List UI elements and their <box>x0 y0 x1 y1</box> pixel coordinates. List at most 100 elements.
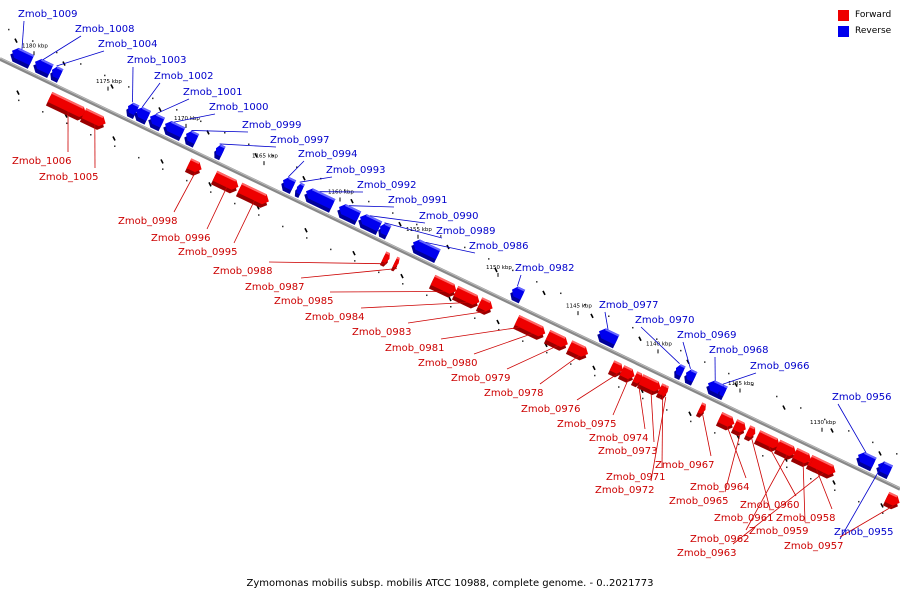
track-dot <box>114 145 116 147</box>
minor-tick <box>448 296 452 302</box>
gene-label: Zmob_0970 <box>635 315 695 326</box>
gene-arrow-body <box>775 439 797 457</box>
minor-tick <box>110 84 114 89</box>
track-dot <box>128 86 130 88</box>
minor-tick <box>16 90 20 96</box>
gene-arrow-body <box>237 182 269 205</box>
gene-label: Zmob_0988 <box>213 266 273 277</box>
gene-arrow-zmob-0987 <box>390 256 400 272</box>
track-dot <box>138 156 140 159</box>
gene-arrow-highlight <box>191 130 200 136</box>
minor-tick <box>638 336 642 342</box>
minor-tick <box>734 382 738 388</box>
gene-label: Zmob_0958 <box>776 513 836 524</box>
minor-tick <box>590 313 594 319</box>
minor-tick <box>158 107 162 112</box>
track-dot <box>632 326 634 329</box>
gene-arrow-zmob-0979 <box>543 329 568 351</box>
gene-leader-line <box>300 268 397 279</box>
gene-leader-line <box>329 291 445 293</box>
gene-arrow-highlight <box>457 285 478 297</box>
gene-arrow-zmob-0961 <box>743 425 756 442</box>
gene-label: Zmob_0969 <box>677 330 737 341</box>
gene-leader-line <box>219 143 277 148</box>
track-dot <box>536 281 538 283</box>
gene-arrow-body <box>430 274 457 294</box>
gene-arrow-body <box>661 385 669 397</box>
gene-arrow-body <box>545 329 568 348</box>
gene-label: Zmob_0980 <box>418 358 478 369</box>
gene-label: Zmob_0972 <box>595 485 655 496</box>
gene-label: Zmob_0965 <box>669 496 729 507</box>
minor-tick <box>398 221 402 227</box>
gene-arrow-zmob-0977 <box>597 328 620 349</box>
gene-arrow-zmob-0986 <box>411 239 441 263</box>
track-dot <box>234 202 236 205</box>
gene-label: Zmob_0997 <box>270 135 330 146</box>
minor-tick <box>400 273 404 279</box>
gene-label: Zmob_0964 <box>690 482 750 493</box>
gene-label: Zmob_1005 <box>39 172 99 183</box>
gene-arrow-highlight <box>813 455 834 467</box>
gene-arrow-highlight <box>434 274 455 286</box>
track-dot <box>186 179 188 182</box>
gene-label: Zmob_0974 <box>589 433 649 444</box>
track-dot <box>656 338 658 340</box>
minor-tick <box>782 405 786 410</box>
scale-tick-label: 1155 kbp <box>406 227 432 233</box>
gene-arrow-highlight <box>366 214 383 224</box>
gene-label: Zmob_0979 <box>451 373 511 384</box>
gene-label: Zmob_0985 <box>274 296 334 307</box>
gene-arrow-highlight <box>665 385 669 389</box>
scale-tick-label: 1135 kbp <box>728 381 754 387</box>
track-dot <box>368 200 370 203</box>
gene-label: Zmob_0995 <box>178 247 238 258</box>
gene-arrow-highlight <box>384 223 392 228</box>
gene-leader-line <box>768 446 797 497</box>
gene-label: Zmob_0976 <box>521 404 581 415</box>
track-dot <box>162 168 164 170</box>
gene-leader-line <box>191 130 249 133</box>
gene-arrow-highlight <box>796 447 810 456</box>
gene-arrow-highlight <box>623 365 633 371</box>
track-dot <box>882 512 884 514</box>
track-dot <box>200 120 202 123</box>
gene-arrow-body <box>81 108 106 127</box>
gene-leader-line <box>650 389 655 443</box>
gene-arrow-highlight <box>155 113 166 120</box>
gene-arrow-zmob-0982 <box>510 286 526 304</box>
track-dot <box>560 292 562 295</box>
gene-arrow-highlight <box>190 158 200 165</box>
genes-layer <box>10 47 900 510</box>
gene-leader-line <box>21 20 25 50</box>
gene-label: Zmob_0986 <box>469 241 529 252</box>
track-dot <box>666 409 668 411</box>
gene-leader-line <box>612 379 629 416</box>
gene-label: Zmob_0998 <box>118 216 178 227</box>
track-dot <box>66 122 68 125</box>
gene-leader-line <box>839 505 894 538</box>
track-dot <box>786 466 788 469</box>
gene-label: Zmob_0977 <box>599 300 659 311</box>
track-dot <box>152 97 154 100</box>
track-dot <box>584 304 586 306</box>
track-dot <box>546 351 548 354</box>
track-dot <box>416 223 418 226</box>
gene-arrow-zmob-0959 <box>790 447 812 468</box>
gene-arrow-zmob-0965 <box>730 419 746 437</box>
minor-tick <box>878 451 882 456</box>
scale-tick-label: 1145 kbp <box>566 303 592 309</box>
gene-leader-line <box>425 241 476 254</box>
gene-arrow-highlight <box>864 452 877 460</box>
track-dot <box>474 317 476 319</box>
gene-leader-line <box>839 461 885 540</box>
gene-leader-line <box>42 35 82 60</box>
gene-leader-line <box>638 384 646 430</box>
gene-arrow-body <box>638 374 661 392</box>
gene-leader-line <box>722 372 757 385</box>
gene-leader-line <box>173 172 196 213</box>
gene-arrow-highlight <box>605 328 620 337</box>
gene-leader-line <box>233 200 255 244</box>
gene-label: Zmob_0982 <box>515 263 575 274</box>
